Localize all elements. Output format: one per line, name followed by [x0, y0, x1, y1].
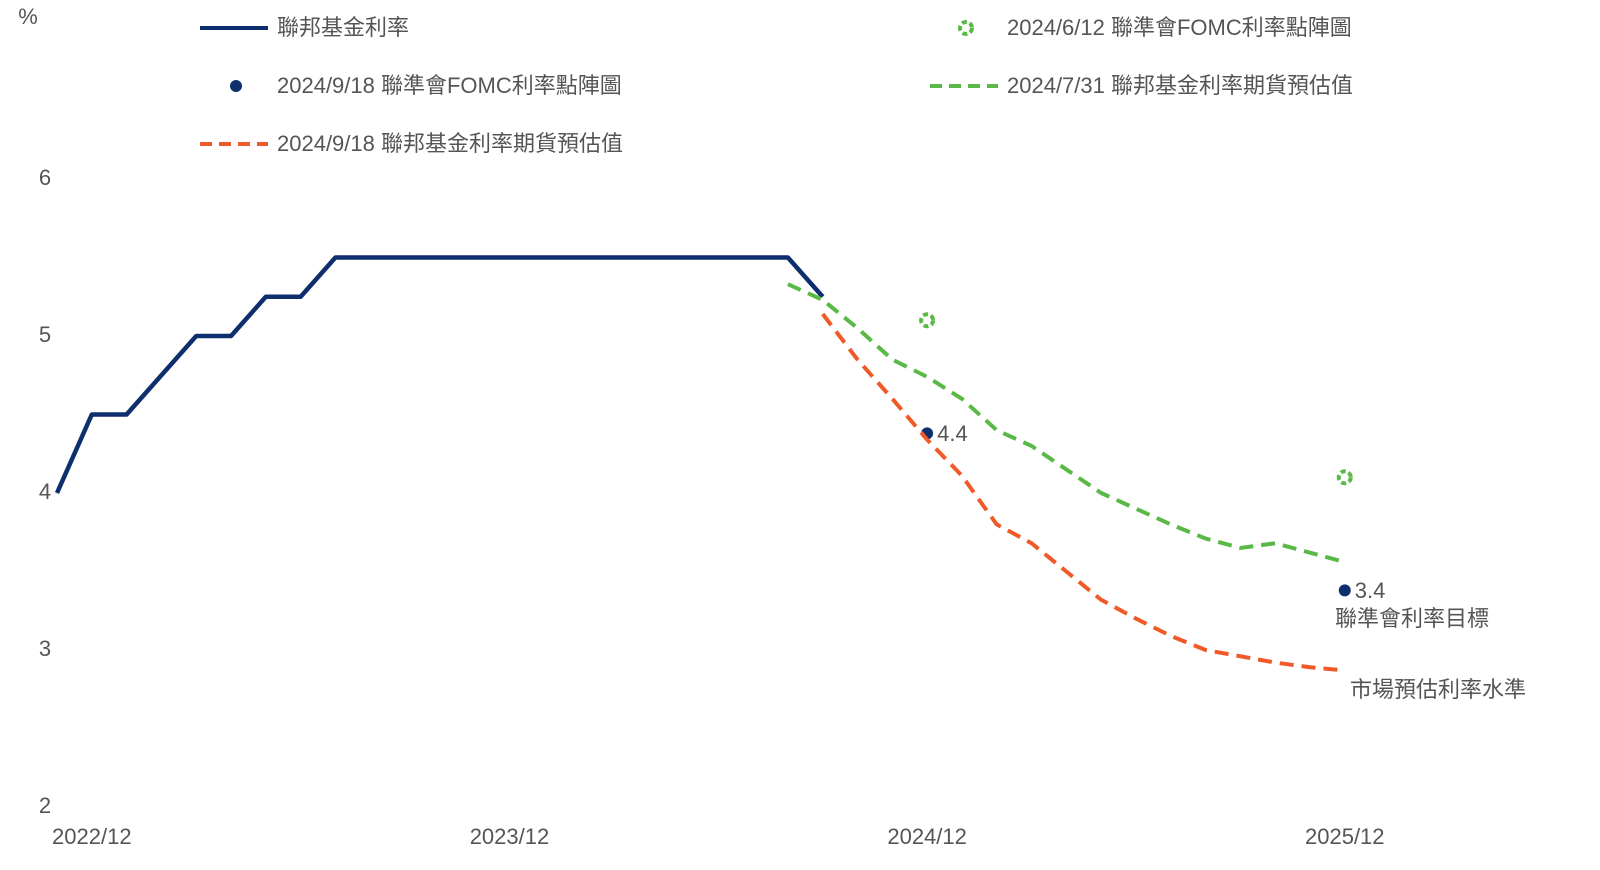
x-tick-label: 2022/12: [52, 824, 132, 849]
series-line: [54, 255, 825, 494]
legend-label: 2024/9/18 聯準會FOMC利率點陣圖: [277, 73, 622, 98]
annotation: 市場預估利率水準: [1350, 677, 1526, 702]
y-tick-label: 4: [39, 479, 51, 504]
legend-label: 2024/9/18 聯邦基金利率期貨預估值: [277, 131, 623, 156]
series-line: [787, 282, 1346, 565]
annotation: 聯準會利率目標: [1335, 606, 1489, 631]
x-tick-label: 2025/12: [1305, 824, 1385, 849]
x-tick-label: 2024/12: [887, 824, 967, 849]
series-line: [821, 312, 1345, 673]
y-tick-label: 6: [39, 165, 51, 190]
series-point: [1338, 584, 1351, 597]
data-label: 3.4: [1355, 578, 1386, 603]
y-tick-label: 2: [39, 793, 51, 818]
legend-symbol: [958, 20, 974, 36]
y-unit-label: %: [18, 4, 38, 29]
series-point: [1336, 469, 1353, 486]
y-tick-label: 3: [39, 636, 51, 661]
x-tick-label: 2023/12: [470, 824, 550, 849]
legend-label: 2024/7/31 聯邦基金利率期貨預估值: [1007, 73, 1353, 98]
legend-label: 2024/6/12 聯準會FOMC利率點陣圖: [1007, 15, 1352, 40]
series-point: [919, 312, 936, 329]
data-label: 4.4: [937, 421, 968, 446]
legend-label: 聯邦基金利率: [277, 15, 409, 40]
y-tick-label: 5: [39, 322, 51, 347]
legend-symbol: [230, 80, 242, 92]
